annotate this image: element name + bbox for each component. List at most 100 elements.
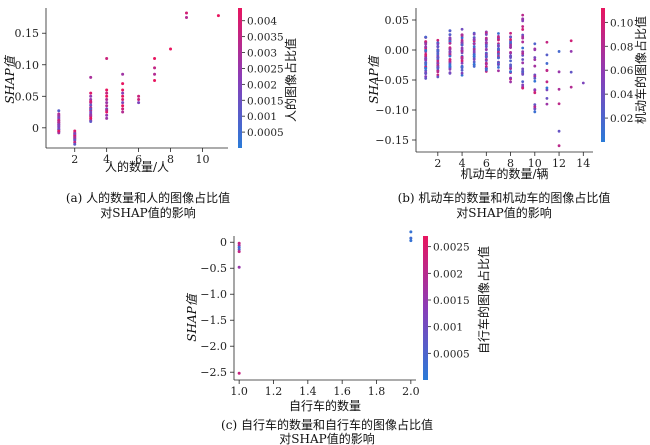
x-tick-label: 14 [576, 157, 590, 170]
data-point [484, 48, 488, 51]
data-point [237, 248, 241, 252]
data-point [545, 40, 549, 44]
data-point [448, 41, 452, 45]
y-tick-label: 0 [220, 236, 227, 249]
colorbar-tick-label: 0.06 [610, 65, 634, 77]
data-point [533, 91, 537, 95]
x-tick-label: 1.4 [299, 385, 317, 398]
data-point [57, 124, 61, 128]
data-point [89, 99, 93, 103]
data-point [521, 67, 525, 71]
data-point [521, 36, 525, 40]
y-tick-label: −0.15 [375, 134, 409, 147]
data-point [545, 96, 549, 100]
data-point [460, 43, 464, 47]
data-point [533, 79, 537, 83]
data-point [460, 49, 464, 53]
y-tick-label: −2.5 [200, 366, 227, 379]
data-point [436, 45, 440, 49]
data-point [448, 72, 452, 75]
data-point [521, 52, 525, 55]
data-point [497, 52, 500, 56]
data-point [472, 32, 476, 36]
data-point [497, 38, 500, 42]
data-point [521, 13, 525, 17]
data-point [448, 50, 452, 54]
data-point [57, 129, 61, 133]
data-point [57, 109, 61, 113]
data-point [153, 72, 157, 76]
data-point [436, 65, 440, 69]
data-point [509, 59, 512, 63]
data-point [121, 101, 125, 105]
colorbar-tick-label: 0.10 [610, 17, 633, 29]
data-point [436, 75, 440, 79]
data-point [545, 102, 549, 106]
data-point [569, 49, 573, 53]
y-axis-label: SHAP值 [367, 54, 381, 103]
data-point [169, 47, 173, 51]
data-point [509, 76, 512, 80]
data-point [424, 35, 428, 39]
colorbar-label: 人的图像占比值 [283, 38, 298, 122]
data-point [472, 60, 476, 64]
data-point [460, 33, 464, 37]
data-point [545, 80, 549, 84]
y-axis-label: SHAP值 [185, 292, 199, 341]
data-point [557, 102, 561, 106]
colorbar-label: 机动车的图像占比值 [633, 16, 648, 124]
data-point [448, 54, 452, 58]
y-tick-label: −2.0 [200, 340, 227, 353]
data-point [472, 42, 476, 46]
data-point [557, 87, 561, 91]
colorbar-tick-label: 0.001 [247, 111, 277, 123]
data-point [509, 35, 512, 39]
data-point [521, 58, 525, 61]
data-point [484, 59, 488, 63]
data-point [521, 86, 525, 90]
data-point [484, 36, 488, 40]
data-point [521, 17, 525, 21]
data-point [121, 107, 125, 111]
data-point [460, 65, 464, 69]
colorbar-tick-label: 0.02 [610, 113, 633, 125]
colorbar-tick-label: 0.0005 [247, 127, 284, 139]
data-point [460, 68, 464, 72]
data-point [89, 113, 93, 117]
data-point [521, 72, 525, 76]
colorbar-tick-label: 0.001 [433, 322, 463, 334]
x-axis-label: 自行车的数量 [289, 398, 361, 413]
data-point [424, 42, 428, 46]
data-point [89, 107, 93, 111]
x-tick-label: 1.0 [230, 385, 248, 398]
data-point [533, 105, 537, 109]
data-point [424, 72, 428, 76]
data-point [105, 108, 109, 112]
data-point [409, 230, 413, 234]
data-point [137, 94, 141, 98]
data-point [121, 88, 125, 92]
data-point [424, 66, 428, 70]
data-point [89, 91, 93, 95]
x-tick-label: 1.6 [333, 385, 351, 398]
data-point [73, 135, 77, 139]
data-point [409, 236, 413, 240]
data-point [533, 56, 537, 59]
data-point [472, 38, 476, 42]
data-point [521, 19, 525, 23]
data-point [121, 82, 125, 86]
data-point [448, 33, 452, 37]
x-tick-label: 8 [507, 157, 514, 170]
data-point [105, 113, 109, 117]
data-point [497, 69, 500, 73]
data-point [153, 79, 157, 83]
data-point [409, 239, 413, 243]
colorbar-tick-label: 0.004 [247, 16, 277, 28]
data-point [424, 61, 428, 64]
y-tick-label: 0 [32, 122, 39, 135]
data-point [448, 29, 452, 33]
data-point [436, 59, 440, 63]
colorbar-tick-label: 0.0015 [247, 95, 284, 107]
x-tick-label: 10 [195, 153, 209, 166]
data-point [484, 33, 488, 36]
